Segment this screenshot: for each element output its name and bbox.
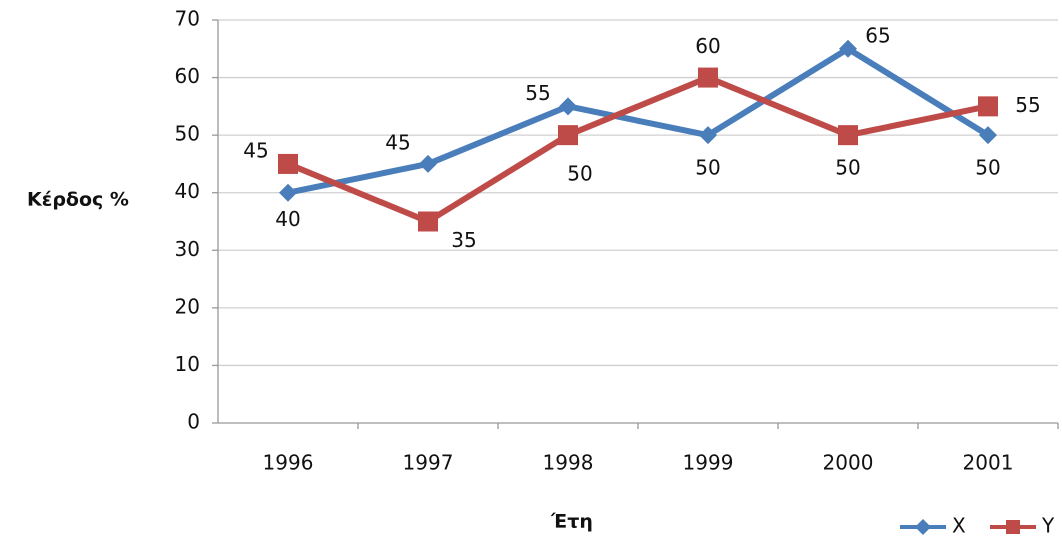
data-label: 60 <box>695 34 720 58</box>
marker <box>418 211 438 232</box>
x-tick-label: 2000 <box>823 451 874 475</box>
data-label: 55 <box>1015 93 1040 117</box>
y-tick-label: 50 <box>175 122 200 146</box>
data-label: 45 <box>243 138 268 162</box>
data-label: 50 <box>835 156 860 180</box>
y-tick-label: 0 <box>187 410 200 434</box>
legend-label: Y <box>1041 514 1055 538</box>
y-tick-label: 30 <box>175 237 200 261</box>
x-tick-label: 1996 <box>263 451 314 475</box>
data-label: 50 <box>695 156 720 180</box>
data-label: 65 <box>865 23 890 47</box>
y-tick-label: 20 <box>175 294 200 318</box>
marker <box>419 154 437 173</box>
marker <box>839 39 857 58</box>
y-tick-label: 10 <box>175 352 200 376</box>
marker <box>279 183 297 202</box>
y-tick-label: 70 <box>175 7 200 31</box>
y-tick-label: 60 <box>175 64 200 88</box>
marker <box>558 125 578 146</box>
series-line <box>287 45 990 196</box>
legend-marker <box>1006 520 1020 534</box>
marker <box>559 97 577 116</box>
y-tick-label: 40 <box>175 179 200 203</box>
marker <box>979 126 997 145</box>
data-label: 45 <box>385 130 410 154</box>
data-label: 35 <box>451 228 476 252</box>
x-axis-label: Έτη <box>550 511 593 533</box>
marker <box>698 67 718 88</box>
x-tick-label: 2001 <box>963 451 1014 475</box>
marker <box>699 126 717 145</box>
y-axis-label: Κέρδος % <box>27 189 129 211</box>
legend-label: X <box>952 514 966 538</box>
series-line <box>286 74 989 225</box>
x-tick-label: 1997 <box>403 451 454 475</box>
data-label: 40 <box>275 207 300 231</box>
data-label: 50 <box>567 162 592 186</box>
legend-marker <box>915 519 931 535</box>
marker <box>838 125 858 146</box>
x-tick-label: 1998 <box>543 451 594 475</box>
marker <box>978 96 998 117</box>
data-label: 50 <box>975 156 1000 180</box>
x-tick-label: 1999 <box>683 451 734 475</box>
marker <box>278 153 298 174</box>
data-label: 55 <box>525 81 550 105</box>
